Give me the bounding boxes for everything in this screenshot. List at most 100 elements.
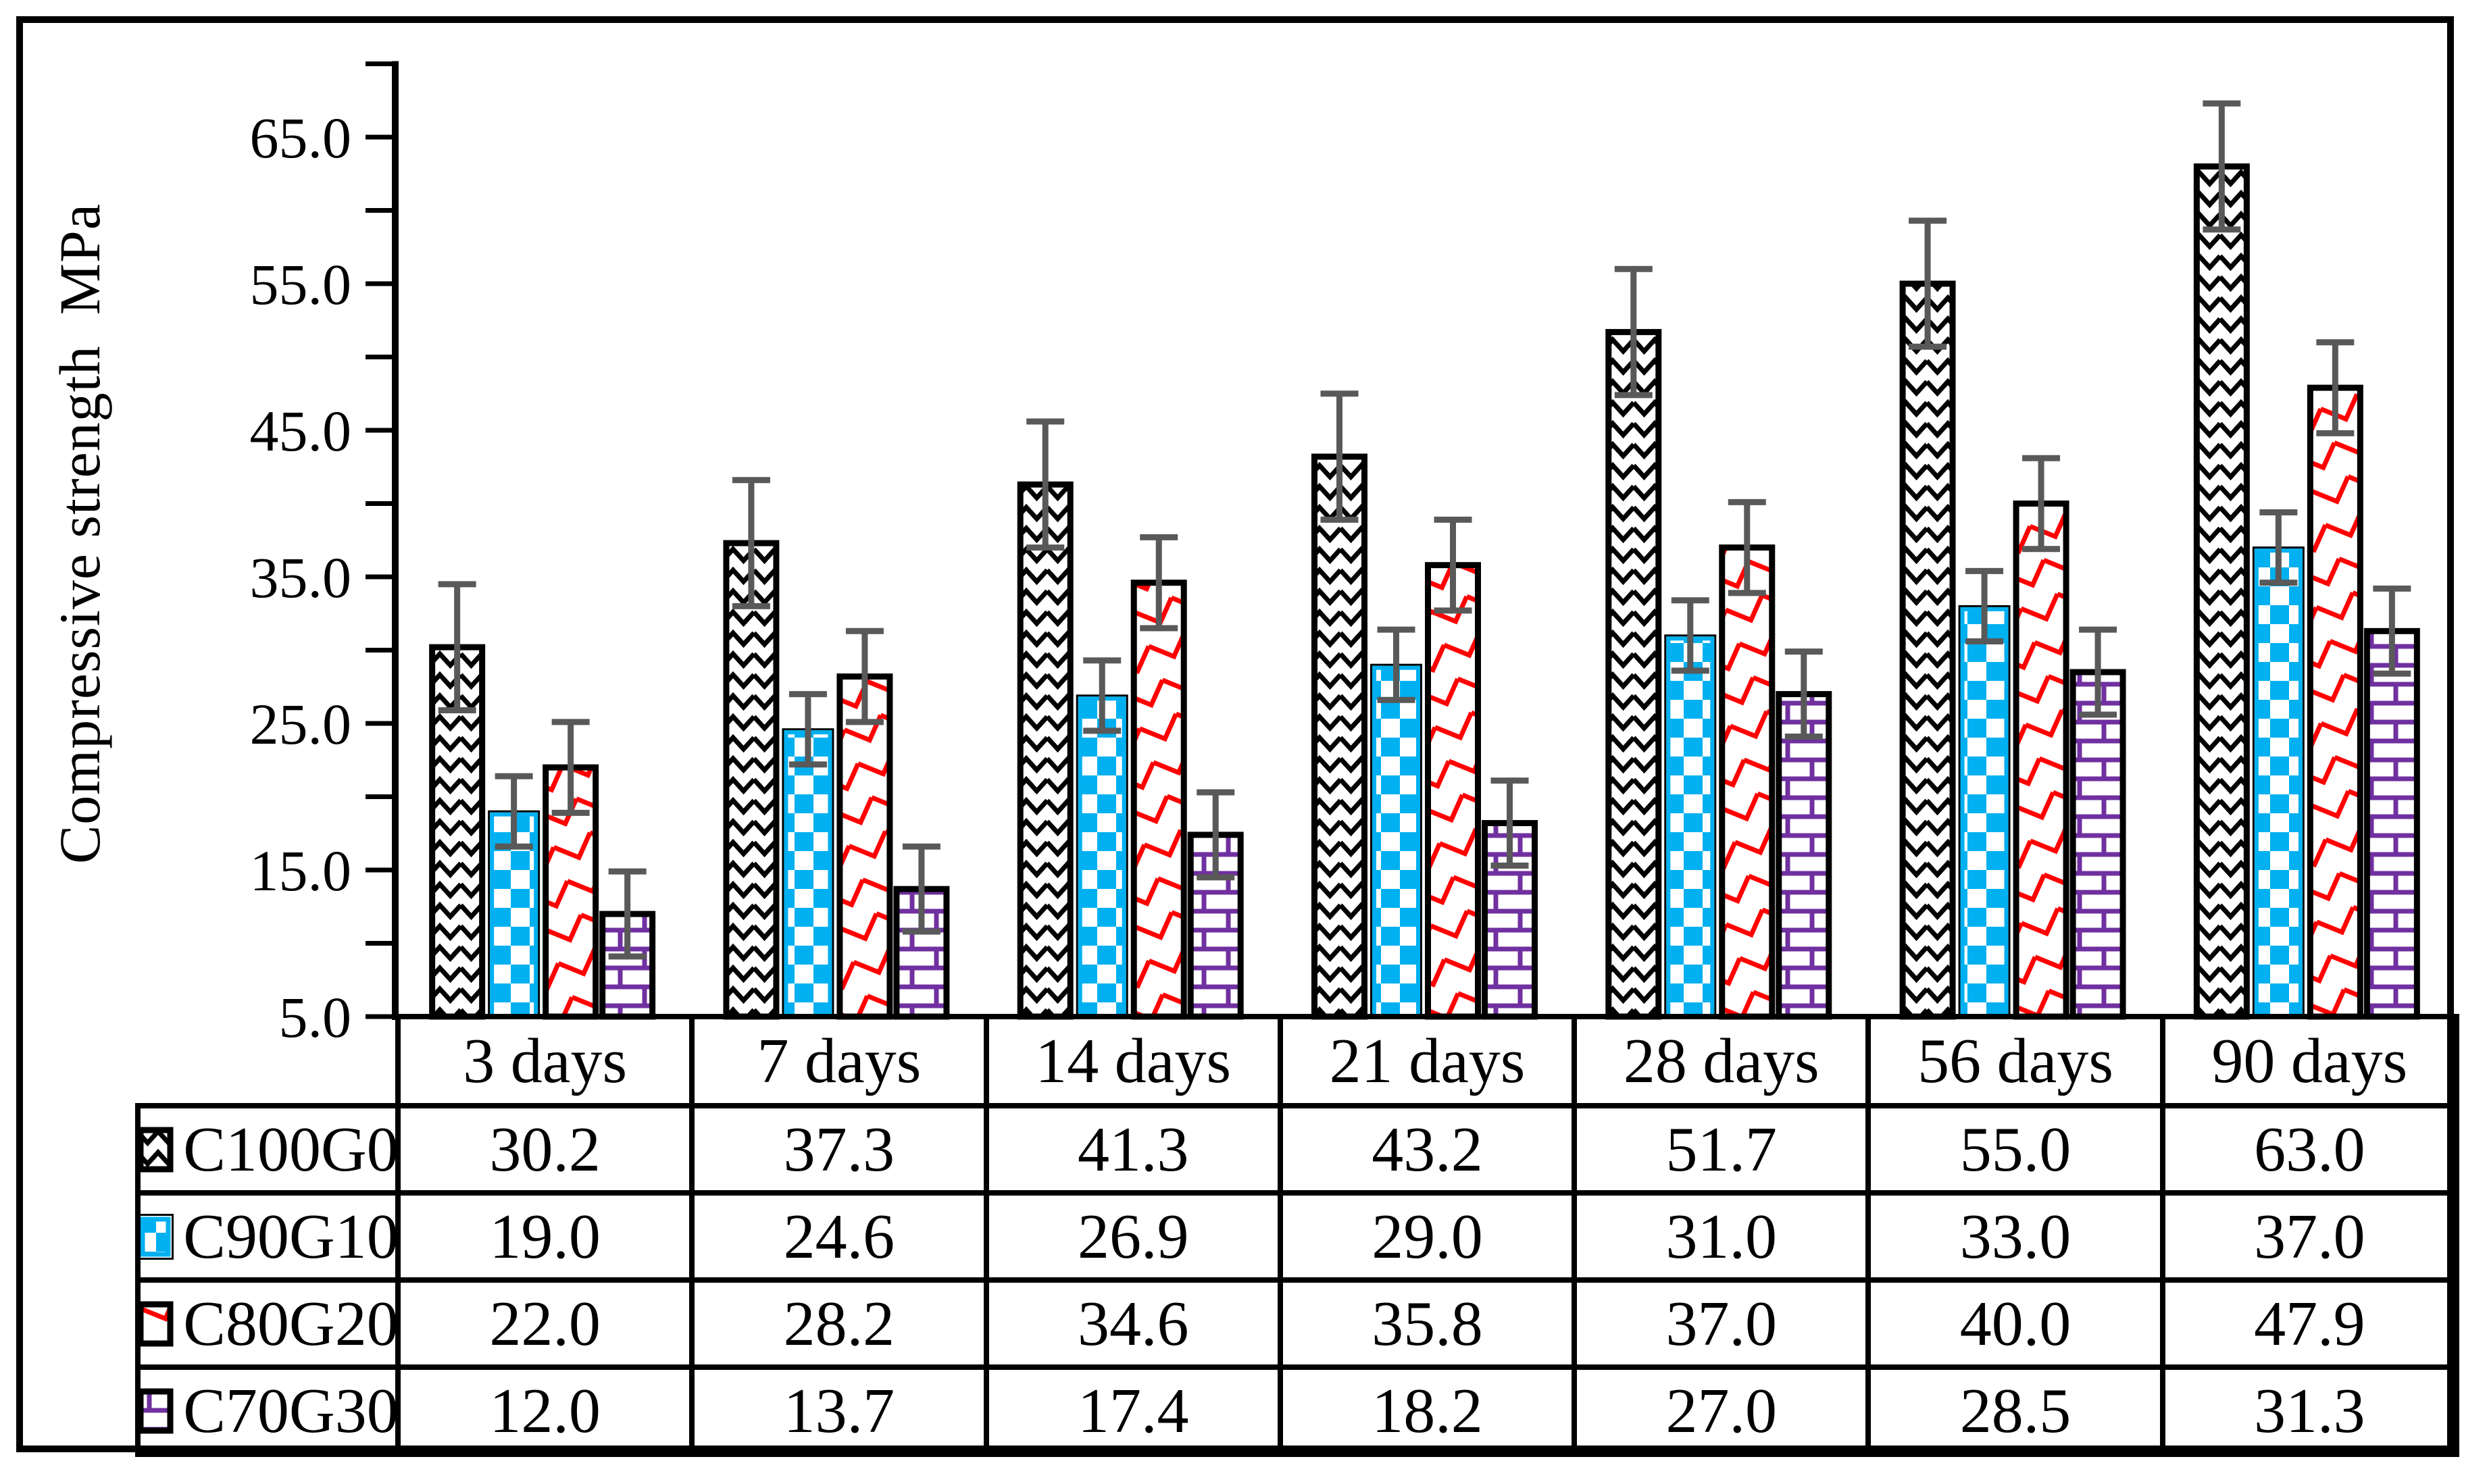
c90g10-swatch-icon (143, 1213, 174, 1260)
table-row: C70G30 12.0 13.7 17.4 18.2 27.0 28.5 31.3 (135, 1364, 2459, 1457)
bar-c80g20-7-days (836, 673, 893, 1020)
table-value-cell: 13.7 (689, 1364, 989, 1457)
table-value-cell: 28.2 (689, 1277, 989, 1370)
error-bar (438, 581, 476, 713)
bar-c90g10-21-days (1372, 665, 1420, 1019)
table-value-cell: 29.0 (1277, 1190, 1578, 1283)
error-bar (1083, 657, 1122, 734)
table-value-cell: 17.4 (983, 1364, 1283, 1457)
table-value-cell: 18.2 (1277, 1364, 1578, 1457)
c80g20-swatch-icon (143, 1301, 174, 1346)
table-value-cell: 37.3 (689, 1103, 989, 1196)
error-bar (1197, 789, 1235, 881)
data-table: 3 days 7 days 14 days 21 days 28 days 56 days… (135, 1014, 2459, 1457)
table-value-cell: 40.0 (1865, 1277, 2165, 1370)
table-header-cell: 56 days (1865, 1014, 2165, 1108)
bar-c90g10-90-days (2254, 548, 2303, 1019)
y-axis-tick-label: 45.0 (250, 399, 352, 463)
table-value-cell: 55.0 (1865, 1103, 2165, 1196)
bar-c100g0-21-days (1311, 453, 1367, 1020)
bar-c90g10-7-days (784, 730, 832, 1019)
table-value-cell: 31.0 (1572, 1190, 1871, 1283)
error-bar (2022, 455, 2061, 553)
bar-c80g20-28-days (1719, 544, 1776, 1020)
bar-c70g30-90-days (2363, 628, 2420, 1020)
error-bar (608, 868, 647, 960)
c100g0-swatch-icon (143, 1127, 174, 1172)
table-value-cell: 37.0 (2159, 1190, 2459, 1283)
error-bar (2373, 585, 2411, 677)
series-name: C80G20 (183, 1288, 398, 1359)
table-value-cell: 33.0 (1865, 1190, 2165, 1283)
error-bar (1965, 567, 2004, 644)
bar-c90g10-28-days (1666, 636, 1715, 1019)
table-value-cell: 47.9 (2159, 1277, 2459, 1370)
error-bar (2079, 626, 2117, 718)
error-bar (1320, 390, 1359, 523)
bar-c80g20-90-days (2307, 384, 2363, 1020)
error-bar (2316, 339, 2355, 436)
table-header-cell: 14 days (983, 1014, 1283, 1108)
error-bar (788, 691, 827, 768)
c70g30-swatch-icon (143, 1388, 174, 1433)
table-value-cell: 24.6 (689, 1190, 989, 1283)
table-header-cell: 7 days (689, 1014, 989, 1108)
bar-c80g20-14-days (1130, 580, 1187, 1020)
error-bar (1140, 534, 1178, 632)
series-label-cell: C100G0 (135, 1103, 401, 1196)
table-header-row: 3 days 7 days 14 days 21 days 28 days 56 days… (138, 1014, 2459, 1108)
table-value-cell: 31.3 (2159, 1364, 2459, 1457)
y-axis-tick-label: 35.0 (250, 545, 352, 610)
bar-c80g20-21-days (1425, 562, 1481, 1020)
error-bar (1728, 498, 1766, 596)
table-value-cell: 34.6 (983, 1277, 1283, 1370)
table-row: C100G0 30.2 37.3 41.3 43.2 51.7 55.0 63.0 (135, 1103, 2459, 1196)
error-bar (1909, 218, 1947, 350)
table-value-cell: 43.2 (1277, 1103, 1578, 1196)
table-value-cell: 12.0 (395, 1364, 695, 1457)
y-axis-tick-label: 15.0 (250, 838, 352, 903)
table-value-cell: 37.0 (1572, 1277, 1871, 1370)
error-bar (1671, 597, 1709, 674)
table-corner-cell (138, 1017, 398, 1106)
table-value-cell: 51.7 (1572, 1103, 1871, 1196)
table-header-cell: 21 days (1277, 1014, 1578, 1108)
table-header-cell: 90 days (2159, 1014, 2459, 1108)
error-bar (1614, 265, 1653, 399)
y-axis-tick-label: 5.0 (279, 985, 352, 1050)
error-bar (732, 477, 770, 609)
table-value-cell: 26.9 (983, 1190, 1283, 1283)
series-name: C100G0 (183, 1114, 398, 1185)
bar-c100g0-14-days (1017, 481, 1074, 1020)
bar-c70g30-56-days (2069, 669, 2126, 1020)
table-value-cell: 27.0 (1572, 1364, 1871, 1457)
series-name: C70G30 (183, 1375, 398, 1446)
error-bar (495, 773, 533, 850)
error-bar (845, 628, 884, 725)
table-value-cell: 19.0 (395, 1190, 695, 1283)
series-label-cell: C90G10 (135, 1190, 401, 1283)
table-value-cell: 63.0 (2159, 1103, 2459, 1196)
y-axis-tick-label: 65.0 (250, 105, 352, 170)
bar-c70g30-28-days (1776, 691, 1832, 1020)
y-axis-title: Compressive strength MPa (47, 203, 112, 865)
table-value-cell: 28.5 (1865, 1364, 2165, 1457)
bar-c100g0-28-days (1605, 329, 1662, 1020)
error-bar (1434, 516, 1472, 614)
table-value-cell: 30.2 (395, 1103, 695, 1196)
error-bar (902, 843, 940, 935)
table-header-cell: 3 days (395, 1014, 695, 1108)
bar-c100g0-7-days (723, 540, 780, 1020)
error-bar (2259, 509, 2298, 586)
error-bar (1026, 418, 1065, 551)
error-bar (1784, 648, 1823, 740)
table-row: C80G20 22.0 28.2 34.6 35.8 37.0 40.0 47.9 (135, 1277, 2459, 1370)
error-bar (1490, 777, 1529, 869)
bar-c90g10-56-days (1960, 607, 2009, 1019)
error-bar (1377, 626, 1415, 703)
series-name: C90G10 (183, 1201, 398, 1272)
y-axis-tick-label: 25.0 (250, 692, 352, 757)
bar-c100g0-56-days (1899, 280, 1956, 1020)
